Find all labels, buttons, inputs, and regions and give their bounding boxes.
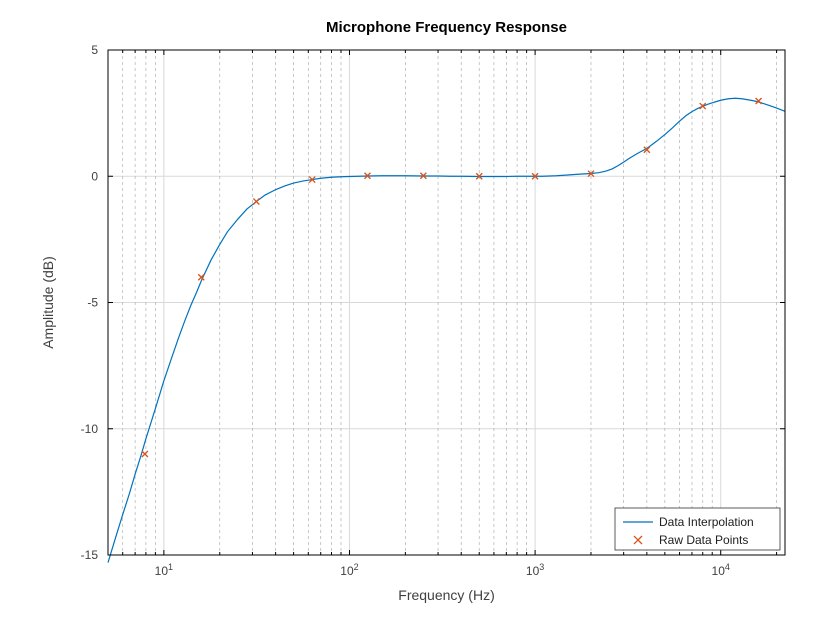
frequency-response-chart: -15-10-505101102103104Microphone Frequen… (0, 0, 840, 630)
legend: Data Interpolation Raw Data Points (615, 508, 780, 550)
legend-entry-label: Raw Data Points (659, 533, 748, 547)
y-tick-label: 5 (91, 43, 98, 57)
legend-entry-label: Data Interpolation (659, 515, 754, 529)
y-tick-label: -15 (81, 548, 99, 562)
y-tick-label: -5 (87, 296, 98, 310)
y-tick-label: 0 (91, 169, 98, 183)
x-axis-label: Frequency (Hz) (398, 587, 494, 603)
y-tick-label: -10 (81, 422, 99, 436)
chart-title: Microphone Frequency Response (326, 19, 567, 36)
y-axis-label: Amplitude (dB) (40, 256, 56, 349)
